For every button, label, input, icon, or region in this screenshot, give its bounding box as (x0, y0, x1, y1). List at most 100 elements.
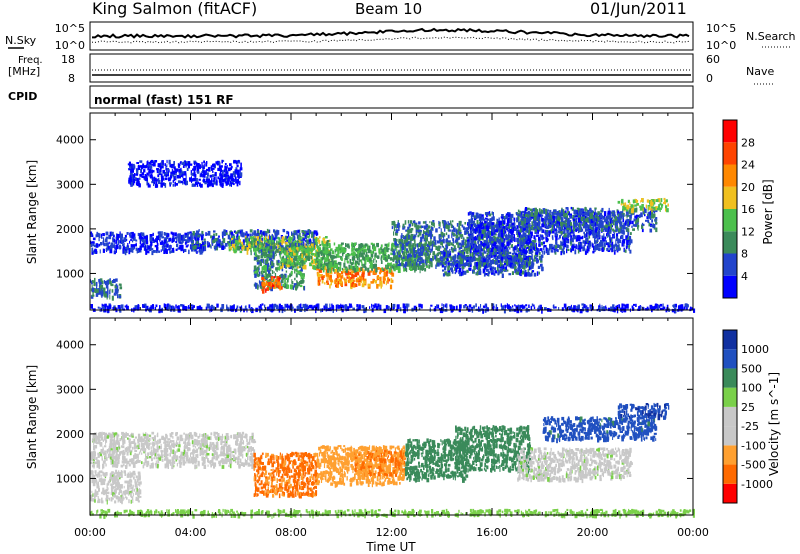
data-cell (586, 215, 588, 219)
data-cell (520, 263, 523, 268)
data-cell (262, 243, 265, 247)
data-cell (471, 226, 474, 230)
data-cell (512, 226, 514, 231)
data-cell (254, 271, 258, 274)
data-cell (505, 266, 508, 270)
data-cell (516, 270, 520, 275)
data-cell (406, 248, 408, 253)
data-cell (270, 263, 274, 269)
data-cell (120, 236, 123, 241)
data-cell (262, 270, 266, 274)
data-cell (296, 243, 299, 246)
data-cell (351, 242, 353, 247)
data-cell (201, 233, 205, 236)
data-cell (629, 207, 633, 210)
data-cell (185, 239, 188, 243)
data-cell (481, 217, 483, 221)
data-cell (478, 236, 481, 241)
data-cell (352, 255, 355, 258)
data-cell (545, 230, 548, 233)
data-cell (436, 262, 440, 267)
data-cell (218, 235, 220, 238)
data-cell (538, 249, 540, 253)
data-cell (380, 246, 382, 251)
data-cell (262, 266, 264, 270)
data-cell (252, 232, 254, 237)
data-cell (160, 249, 162, 253)
data-cell (432, 220, 435, 223)
data-cell (603, 246, 606, 250)
data-cell (240, 229, 244, 233)
data-cell (213, 230, 216, 233)
data-cell (481, 214, 484, 217)
data-cell (560, 230, 563, 235)
data-cell (295, 249, 298, 253)
data-cell (498, 226, 500, 231)
data-cell (269, 245, 273, 250)
data-cell (401, 262, 404, 267)
data-cell (175, 248, 178, 251)
data-cell (396, 263, 400, 267)
data-cell (126, 245, 130, 251)
data-cell (156, 246, 159, 249)
data-cell (275, 253, 277, 256)
data-cell (517, 229, 519, 234)
data-cell (263, 278, 266, 281)
data-cell (491, 260, 495, 265)
data-cell (268, 281, 271, 287)
data-cell (495, 248, 497, 252)
data-cell (296, 265, 298, 271)
data-cell (486, 242, 490, 245)
data-cell (495, 238, 499, 242)
freq-right-tick-bottom: 0 (706, 72, 713, 85)
data-cell (559, 247, 562, 250)
data-cell (408, 265, 412, 271)
data-cell (411, 252, 415, 258)
data-cell (410, 263, 413, 268)
data-cell (376, 242, 379, 247)
data-cell (570, 235, 573, 241)
data-cell (368, 250, 372, 253)
data-cell (401, 251, 405, 255)
data-cell (279, 282, 281, 287)
data-cell (495, 247, 498, 251)
data-cell (296, 259, 299, 263)
data-cell (359, 275, 361, 278)
data-cell (264, 264, 267, 270)
data-cell (127, 243, 129, 247)
noise-panel: N.Sky 10^5 10^0 10^5 10^0 N.Search (5, 21, 796, 52)
data-cell (284, 235, 288, 241)
data-cell (265, 288, 267, 293)
data-cell (511, 222, 514, 226)
data-cell (292, 234, 295, 238)
data-cell (398, 225, 401, 228)
data-cell (407, 254, 409, 260)
data-cell (325, 236, 328, 239)
data-cell (393, 256, 395, 259)
data-cell (286, 245, 289, 248)
data-cell (468, 219, 471, 224)
data-cell (405, 256, 408, 262)
data-cell (353, 242, 356, 247)
data-cell (541, 235, 544, 240)
data-cell (286, 246, 289, 251)
data-cell (528, 236, 531, 241)
data-cell (507, 249, 509, 253)
data-cell (314, 236, 317, 239)
cpid-label: CPID (8, 90, 37, 103)
data-cell (294, 239, 297, 243)
data-cell (335, 284, 337, 288)
data-cell (348, 256, 350, 260)
data-cell (601, 247, 604, 252)
data-cell (525, 265, 527, 269)
data-cell (447, 242, 451, 246)
data-cell (323, 251, 325, 256)
data-cell (473, 216, 476, 219)
data-cell (527, 220, 530, 225)
data-cell (212, 239, 216, 244)
data-cell (444, 228, 446, 232)
data-cell (370, 251, 374, 254)
data-cell (168, 237, 172, 242)
data-cell (229, 237, 233, 241)
data-cell (364, 260, 367, 265)
